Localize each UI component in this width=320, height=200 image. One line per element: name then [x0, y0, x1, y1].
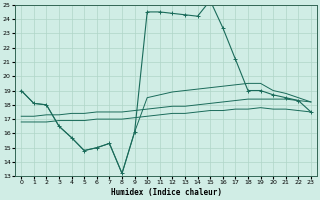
X-axis label: Humidex (Indice chaleur): Humidex (Indice chaleur): [111, 188, 221, 197]
